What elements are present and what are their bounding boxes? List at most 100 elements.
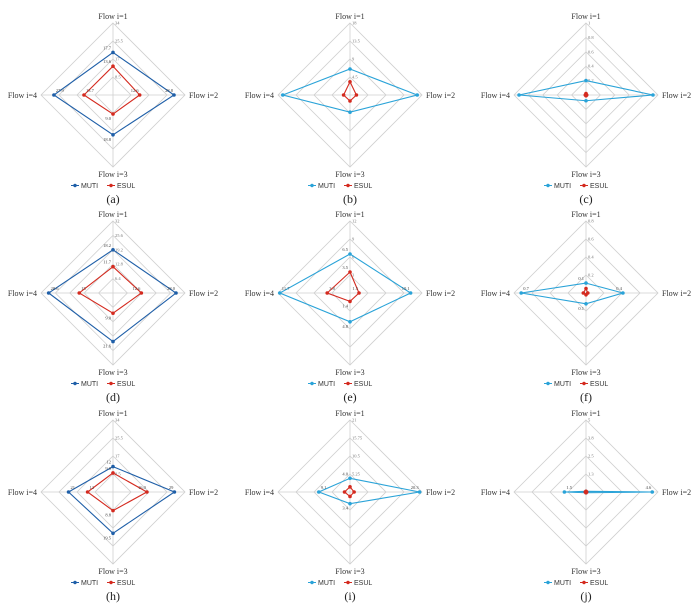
data-point-muti	[111, 464, 115, 469]
data-point-esul	[584, 293, 588, 297]
data-point-esul	[348, 485, 352, 489]
data-point-muti	[348, 110, 352, 114]
axis-label-flow-1: Flow i=1	[335, 210, 364, 219]
series-line-muti	[47, 249, 177, 343]
panel-label: (c)	[579, 192, 592, 206]
tick-label: 0.8	[588, 219, 594, 224]
legend-label: MUTI	[554, 580, 571, 587]
tick-label: 5.25	[352, 472, 361, 477]
series-line-muti	[521, 282, 625, 305]
axis-label-flow-2: Flow i=2	[426, 488, 455, 497]
legend-marker	[582, 381, 586, 386]
data-label-muti: 28.6	[51, 286, 60, 291]
data-point-muti	[174, 291, 178, 295]
axis-label-flow-4: Flow i=4	[481, 91, 510, 100]
radar-chart-f: 0.8 0.6 0.4 0.2 Flow i=1 Flow i=2 Flow i=3 Flow…	[481, 210, 691, 404]
data-point-muti	[517, 93, 521, 97]
legend: MUTI ESUL	[71, 381, 135, 388]
tick-label: 34	[115, 418, 120, 423]
tick-label: 0.6	[588, 49, 594, 54]
data-label-muti: 21	[71, 485, 76, 490]
tick-label: 10.5	[352, 454, 361, 459]
legend-marker	[346, 183, 350, 188]
data-label-muti: 6.5	[342, 247, 348, 252]
data-point-muti	[348, 252, 352, 256]
data-label-esul: 12	[90, 485, 95, 490]
tick-label: 9	[352, 237, 355, 242]
legend-label: MUTI	[81, 183, 98, 190]
data-label-esul: 12.6	[132, 286, 141, 291]
data-label-muti: 0.1	[578, 306, 584, 311]
data-point-esul	[137, 93, 142, 97]
data-point-esul	[342, 490, 347, 494]
legend: MUTI ESUL	[308, 580, 372, 587]
legend-label: MUTI	[318, 381, 335, 388]
legend-marker	[582, 580, 586, 585]
data-label-muti: 18.8	[103, 137, 112, 142]
tick-label: 0.8	[588, 35, 594, 40]
data-label-esul: 9.0	[105, 116, 111, 121]
legend: MUTI ESUL	[308, 381, 372, 388]
data-label-muti: 18.2	[103, 243, 111, 248]
series-line-muti	[564, 490, 653, 494]
legend-label: ESUL	[590, 580, 608, 587]
axis-label-flow-3: Flow i=3	[98, 170, 127, 179]
data-point-muti	[621, 291, 625, 295]
data-label-esul: 1.4	[342, 303, 348, 308]
data-point-muti	[348, 501, 352, 506]
data-point-esul	[348, 80, 352, 84]
data-point-esul	[341, 93, 346, 97]
data-label-muti: 12	[107, 460, 112, 465]
data-label-muti: 20.3	[411, 485, 420, 490]
data-label-muti: 28.0	[167, 286, 176, 291]
data-point-muti	[317, 490, 321, 494]
legend-label: ESUL	[354, 183, 372, 190]
legend-marker	[346, 580, 350, 585]
tick-label: 8.5	[115, 75, 121, 80]
legend-marker	[346, 381, 350, 386]
axis-label-flow-1: Flow i=1	[98, 409, 127, 418]
tick-label: 13.5	[352, 39, 361, 44]
axis-label-flow-4: Flow i=4	[245, 488, 274, 497]
legend: MUTI ESUL	[71, 183, 135, 190]
tick-label: 6.4	[115, 276, 121, 281]
tick-label: 17	[115, 454, 120, 459]
data-label-muti: 0.7	[523, 286, 529, 291]
data-label-muti: 21.6	[103, 344, 112, 349]
data-label-muti: 11.7	[282, 286, 290, 291]
axis-label-flow-1: Flow i=1	[335, 409, 364, 418]
axis-label-flow-1: Flow i=1	[98, 12, 127, 21]
data-point-muti	[111, 133, 115, 137]
legend-marker	[73, 580, 77, 585]
data-label-muti: 3.4	[342, 506, 348, 511]
legend-label: ESUL	[117, 580, 135, 587]
data-point-esul	[82, 93, 86, 97]
legend-marker	[73, 381, 77, 386]
data-point-muti	[651, 93, 655, 97]
tick-label: 32	[115, 219, 120, 224]
axis-label-flow-4: Flow i=4	[8, 289, 37, 298]
axis-label-flow-1: Flow i=1	[571, 409, 600, 418]
legend-label: ESUL	[590, 381, 608, 388]
radar-chart-d: 32 25.6 19.2 12.8 6.4 Flow i=1 Flow i=2 Flow i=…	[8, 210, 218, 404]
data-label-esul: 3.5	[342, 265, 348, 270]
data-label-muti: 9.1	[321, 485, 327, 490]
tick-label: 3	[352, 273, 355, 278]
axis-label-flow-2: Flow i=2	[189, 289, 218, 298]
axis-label-flow-2: Flow i=2	[189, 91, 218, 100]
axis-label-flow-4: Flow i=4	[8, 91, 37, 100]
legend-label: MUTI	[318, 580, 335, 587]
data-label-esul: 13.7	[86, 88, 95, 93]
data-point-muti	[584, 281, 588, 285]
data-point-esul	[348, 99, 352, 103]
tick-label: 4.5	[352, 75, 358, 80]
data-point-muti	[348, 476, 352, 481]
data-point-muti	[348, 320, 352, 324]
radar-chart-a: 34 25.5 17 8.5 Flow i=1 Flow i=2 Flow i=3 Flow …	[8, 12, 218, 206]
axis-label-flow-4: Flow i=4	[245, 91, 274, 100]
data-label-muti: 28.8	[165, 88, 174, 93]
tick-label: 9	[352, 57, 355, 62]
panel-label: (h)	[106, 589, 120, 603]
data-point-esul	[354, 93, 359, 97]
